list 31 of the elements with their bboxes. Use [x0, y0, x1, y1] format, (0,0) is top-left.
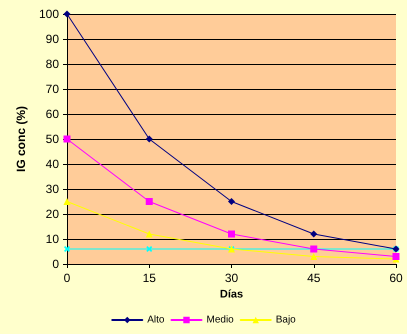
- point: [146, 136, 153, 142]
- point: [146, 230, 153, 238]
- point: [64, 198, 70, 205]
- x-tick-label: 30: [224, 271, 238, 285]
- x-axis-title: Días: [220, 288, 244, 300]
- point: [146, 198, 153, 205]
- point: [310, 253, 318, 260]
- y-tick-label: 80: [46, 57, 60, 71]
- point: [228, 198, 235, 205]
- x-tick-label: 0: [64, 271, 71, 285]
- legend-label: Medio: [206, 314, 234, 326]
- y-tick-label: 40: [46, 157, 60, 171]
- x-tick-label: 15: [142, 271, 156, 285]
- y-tick-label: 0: [52, 257, 60, 271]
- point: [64, 246, 70, 252]
- y-tick-label: 70: [46, 82, 60, 96]
- legend-label: Bajo: [276, 314, 296, 326]
- y-tick-label: 10: [46, 232, 60, 246]
- y-tick-label: 20: [46, 207, 60, 221]
- point: [228, 230, 235, 238]
- x-tick-label: 60: [389, 271, 403, 285]
- legend-label: Alto: [147, 314, 165, 326]
- point: [310, 230, 318, 238]
- y-tick-label: 100: [38, 7, 60, 21]
- x-tick-label: 45: [307, 271, 321, 285]
- y-axis-title: IG conc (%): [14, 106, 28, 172]
- point: [392, 253, 400, 260]
- y-tick-label: 30: [46, 182, 60, 196]
- y-tick-label: 90: [46, 32, 60, 46]
- y-tick-label: 50: [46, 132, 60, 146]
- y-tick-label: 60: [46, 107, 60, 121]
